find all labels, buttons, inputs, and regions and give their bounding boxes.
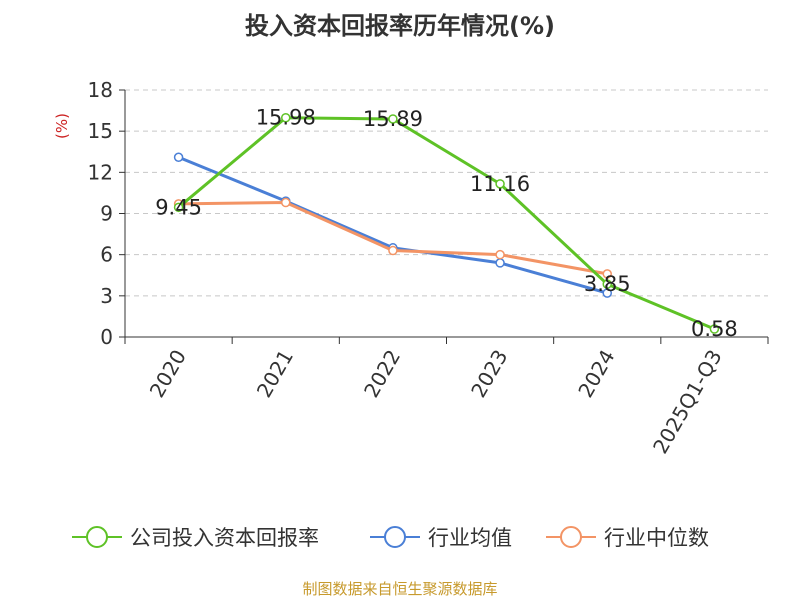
series-2-point-3 [495,249,505,260]
data-label-5: 0.58 [691,317,738,341]
series-0-point-1 [281,112,291,123]
data-label-2: 15.89 [363,107,423,131]
series-2-point-2 [388,245,398,256]
series-0-point-3 [495,179,505,189]
legend-swatch-marker-1 [384,526,406,548]
x-tick-label-5: 2025Q1-Q3 [648,346,727,458]
y-tick-label-9: 9 [100,202,113,226]
data-label-1: 15.98 [256,106,316,130]
legend-swatch-marker-0 [86,526,108,548]
series-1-point-4 [602,288,612,298]
x-tick-label-0: 2020 [145,346,191,402]
series-1-point-0 [173,152,184,162]
data-label-4: 3.85 [584,272,631,296]
legend-label-0: 公司投入资本回报率 [130,526,319,550]
series-1-point-3 [495,258,505,268]
x-tick-label-4: 2024 [573,346,619,402]
series-0-point-5 [709,324,720,334]
legend-item-1: 行业均值 [370,526,512,550]
y-tick-label-0: 0 [100,325,113,349]
legend-item-2: 行业中位数 [546,526,709,550]
legend-label-2: 行业中位数 [604,526,709,550]
legend-item-0: 公司投入资本回报率 [72,526,319,550]
source-note: 制图数据来自恒生聚源数据库 [302,580,498,598]
legend-swatch-marker-2 [560,526,582,548]
x-tick-label-1: 2021 [252,346,298,402]
x-tick-label-2: 2022 [359,346,405,402]
series-line-0 [177,116,715,331]
x-tick-label-3: 2023 [466,346,512,402]
chart-title: 投入资本回报率历年情况(%) [245,12,555,40]
y-tick-label-6: 6 [100,243,113,267]
series-2-point-1 [281,197,291,208]
series-0-point-2 [388,114,398,124]
y-tick-label-3: 3 [100,284,113,308]
y-tick-label-18: 18 [88,78,113,102]
y-axis-label: (%) [53,113,71,139]
data-label-0: 9.45 [155,195,202,219]
legend-label-1: 行业均值 [428,526,512,550]
data-label-3: 11.16 [470,172,530,196]
series-0-point-0 [173,202,184,213]
y-tick-label-15: 15 [88,119,113,143]
y-tick-label-12: 12 [88,160,113,184]
series-2-point-4 [602,269,612,279]
series-0-point-4 [602,279,612,289]
